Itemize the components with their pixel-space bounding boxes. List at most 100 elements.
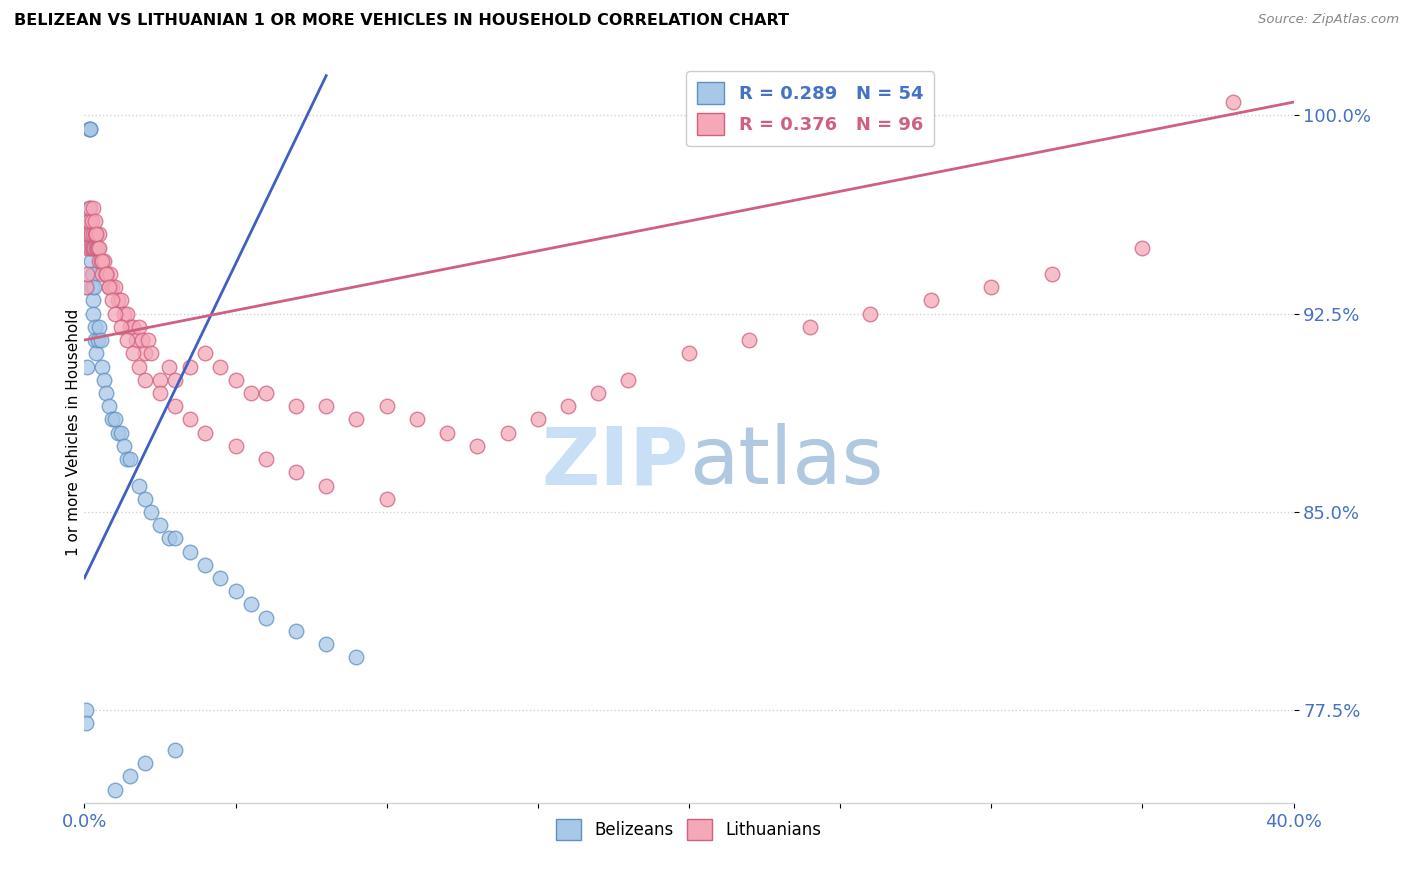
Point — [799, 319, 821, 334]
Point — [110, 425, 132, 440]
Point — [79, 214, 101, 228]
Point — [76, 280, 98, 294]
Point — [76, 359, 98, 374]
Point — [87, 241, 110, 255]
Point — [91, 267, 114, 281]
Point — [285, 465, 308, 479]
Point — [79, 241, 101, 255]
Point — [80, 241, 103, 255]
Point — [118, 769, 141, 783]
Point — [139, 346, 162, 360]
Point — [77, 227, 100, 242]
Point — [94, 267, 117, 281]
Point — [86, 227, 108, 242]
Point — [94, 267, 117, 281]
Point — [80, 267, 103, 281]
Point — [194, 558, 217, 572]
Point — [76, 227, 98, 242]
Point — [315, 399, 337, 413]
Point — [375, 399, 398, 413]
Point — [79, 241, 101, 255]
Point — [82, 267, 104, 281]
Point — [86, 241, 108, 255]
Point — [90, 253, 112, 268]
Point — [91, 359, 114, 374]
Point — [100, 412, 122, 426]
Point — [194, 346, 217, 360]
Point — [136, 333, 159, 347]
Point — [76, 241, 98, 255]
Point — [82, 227, 104, 242]
Point — [94, 386, 117, 401]
Y-axis label: 1 or more Vehicles in Household: 1 or more Vehicles in Household — [66, 309, 80, 557]
Legend: Belizeans, Lithuanians: Belizeans, Lithuanians — [550, 813, 828, 847]
Point — [83, 280, 105, 294]
Point — [89, 253, 111, 268]
Point — [84, 319, 107, 334]
Point — [80, 253, 103, 268]
Point — [89, 241, 111, 255]
Point — [84, 214, 107, 228]
Point — [617, 373, 640, 387]
Point — [149, 518, 172, 533]
Point — [149, 373, 172, 387]
Point — [225, 439, 247, 453]
Text: atlas: atlas — [689, 423, 883, 501]
Point — [77, 201, 100, 215]
Point — [254, 452, 277, 467]
Point — [83, 241, 105, 255]
Point — [86, 346, 108, 360]
Point — [107, 425, 129, 440]
Point — [82, 241, 104, 255]
Point — [346, 650, 368, 665]
Point — [134, 346, 156, 360]
Point — [128, 319, 150, 334]
Point — [80, 214, 103, 228]
Point — [104, 280, 127, 294]
Point — [527, 412, 550, 426]
Point — [134, 756, 156, 771]
Point — [118, 319, 141, 334]
Point — [115, 452, 138, 467]
Point — [139, 505, 162, 519]
Point — [239, 598, 262, 612]
Point — [588, 386, 610, 401]
Point — [315, 478, 337, 492]
Point — [90, 333, 112, 347]
Point — [406, 412, 429, 426]
Point — [134, 373, 156, 387]
Point — [179, 544, 201, 558]
Point — [436, 425, 458, 440]
Point — [87, 333, 110, 347]
Point — [239, 386, 262, 401]
Point — [80, 227, 103, 242]
Point — [149, 386, 172, 401]
Point — [285, 624, 308, 638]
Point — [165, 373, 187, 387]
Point — [194, 425, 217, 440]
Point — [93, 253, 115, 268]
Point — [375, 491, 398, 506]
Point — [165, 743, 187, 757]
Point — [209, 571, 232, 585]
Point — [84, 227, 107, 242]
Point — [128, 478, 150, 492]
Point — [209, 359, 232, 374]
Point — [75, 716, 97, 731]
Point — [118, 452, 141, 467]
Point — [75, 280, 97, 294]
Point — [254, 611, 277, 625]
Point — [254, 386, 277, 401]
Point — [225, 584, 247, 599]
Point — [115, 333, 138, 347]
Point — [920, 293, 942, 308]
Point — [97, 280, 120, 294]
Point — [100, 293, 122, 308]
Point — [77, 121, 100, 136]
Point — [79, 201, 101, 215]
Point — [165, 532, 187, 546]
Point — [112, 307, 135, 321]
Point — [77, 214, 100, 228]
Point — [107, 293, 129, 308]
Point — [165, 399, 187, 413]
